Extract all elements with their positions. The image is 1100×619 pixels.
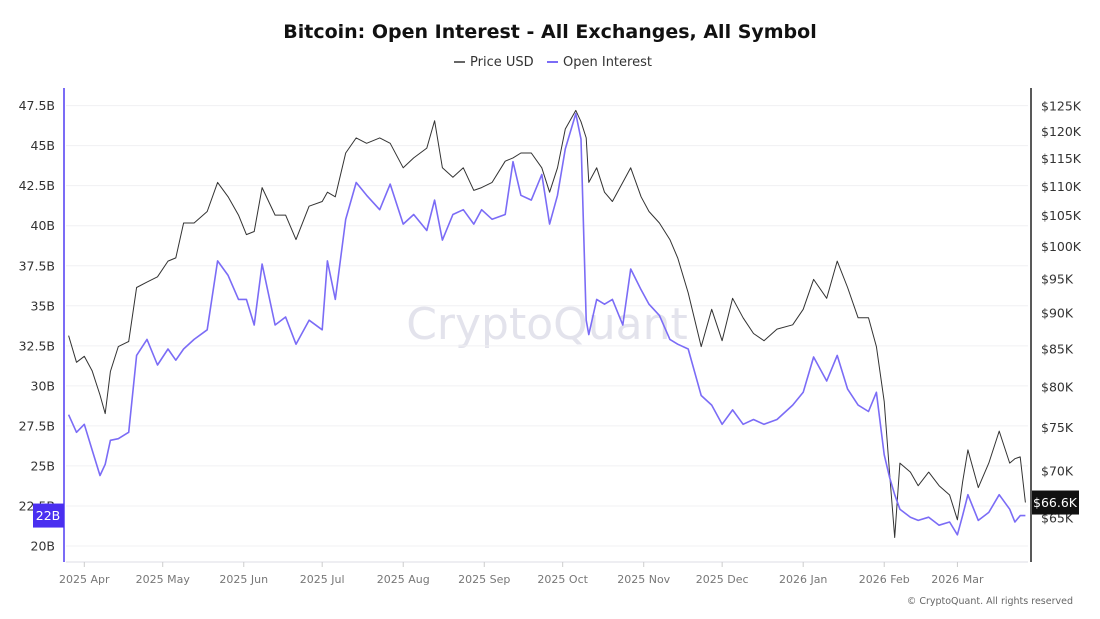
- legend: Price USD Open Interest: [454, 55, 652, 70]
- x-tick-label: 2025 Jul: [300, 573, 345, 586]
- right-tick-label: $100K: [1041, 239, 1082, 254]
- chart-title: Bitcoin: Open Interest - All Exchanges, …: [283, 21, 816, 43]
- legend-item-price[interactable]: Price USD: [454, 55, 534, 70]
- left-tick-label: 47.5B: [19, 98, 55, 113]
- x-tick-label: 2025 Jun: [219, 573, 268, 586]
- left-tick-label: 35B: [31, 298, 55, 313]
- copyright-footer: © CryptoQuant. All rights reserved: [907, 596, 1073, 607]
- price-usd-line: [68, 109, 1026, 538]
- left-current-value: 22B: [36, 508, 60, 523]
- x-tick-label: 2025 Dec: [696, 573, 749, 586]
- right-current-value: $66.6K: [1033, 495, 1078, 510]
- right-tick-label: $75K: [1041, 420, 1074, 435]
- x-axis: 2025 Apr 2025 May 2025 Jun 2025 Jul 2025 Aug…: [59, 561, 1028, 586]
- right-tick-label: $115K: [1041, 151, 1082, 166]
- left-tick-label: 40B: [31, 218, 55, 233]
- x-tick-label: 2026 Feb: [859, 573, 910, 586]
- right-current-badge: $66.6K: [1032, 490, 1079, 515]
- right-tick-label: $105K: [1041, 208, 1082, 223]
- open-interest-line: [67, 112, 1026, 536]
- x-tick-label: 2026 Jan: [779, 573, 827, 586]
- right-tick-label: $125K: [1041, 98, 1082, 113]
- left-tick-label: 37.5B: [19, 258, 55, 273]
- legend-item-open-interest[interactable]: Open Interest: [547, 55, 652, 70]
- left-tick-label: 30B: [31, 378, 55, 393]
- left-axis: 20B22.5B25B27.5B30B32.5B35B37.5B40B42.5B…: [19, 88, 65, 562]
- left-tick-label: 27.5B: [19, 418, 55, 433]
- left-tick-label: 25B: [31, 458, 55, 473]
- legend-label-open-interest: Open Interest: [563, 55, 652, 70]
- left-current-badge: 22B: [33, 503, 64, 528]
- series-layer: [67, 109, 1026, 538]
- right-tick-label: $85K: [1041, 341, 1074, 356]
- series-open-interest: [67, 112, 1026, 536]
- x-tick-label: 2025 Apr: [59, 573, 110, 586]
- left-tick-label: 20B: [31, 538, 55, 553]
- gridlines: [66, 105, 1028, 547]
- right-tick-label: $80K: [1041, 380, 1074, 395]
- x-tick-label: 2026 Mar: [931, 573, 984, 586]
- right-tick-label: $95K: [1041, 271, 1074, 286]
- x-tick-label: 2025 Sep: [458, 573, 510, 586]
- left-tick-label: 32.5B: [19, 338, 55, 353]
- right-tick-label: $70K: [1041, 464, 1074, 479]
- left-tick-label: 42.5B: [19, 178, 55, 193]
- right-tick-label: $110K: [1041, 179, 1082, 194]
- series-price-usd: [68, 109, 1026, 538]
- legend-label-price: Price USD: [470, 55, 534, 70]
- x-tick-label: 2025 Nov: [617, 573, 670, 586]
- x-tick-label: 2025 Aug: [377, 573, 430, 586]
- right-tick-label: $120K: [1041, 124, 1082, 139]
- right-tick-label: $90K: [1041, 305, 1074, 320]
- left-tick-label: 45B: [31, 138, 55, 153]
- watermark: CryptoQuant: [406, 299, 688, 350]
- x-tick-label: 2025 May: [136, 573, 191, 586]
- x-tick-label: 2025 Oct: [537, 573, 588, 586]
